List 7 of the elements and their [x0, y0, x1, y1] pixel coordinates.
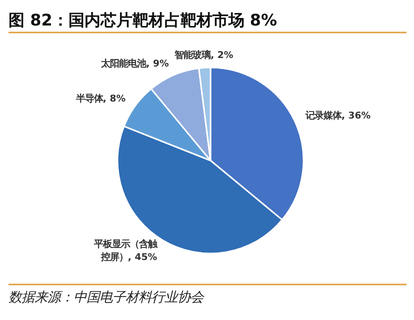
slice-label: 平板显示（含触控屏）, 45% — [93, 238, 158, 263]
source-note: 数据来源：中国电子材料行业协会 — [8, 290, 206, 306]
slice-label: 记录媒体, 36% — [304, 110, 372, 122]
slice-label: 智能玻璃, 2% — [174, 50, 234, 62]
slice-label: 半导体, 8% — [74, 93, 126, 104]
chart-title: 图 82：国内芯片靶材占靶材市场 8% — [8, 10, 278, 30]
slice-label: 太阳能电池, 9% — [100, 58, 170, 70]
